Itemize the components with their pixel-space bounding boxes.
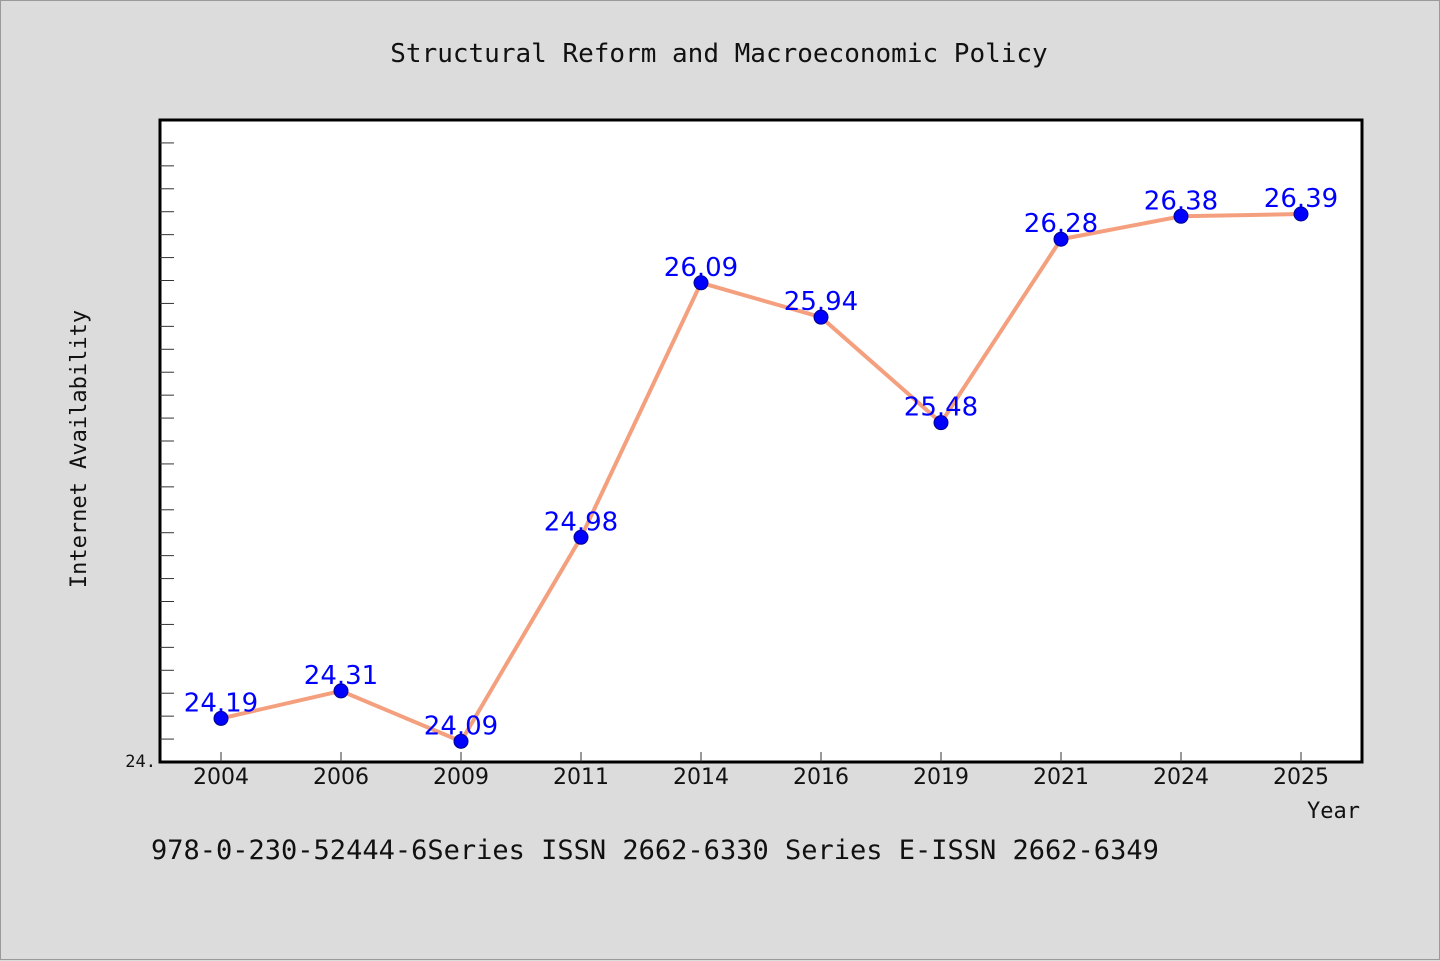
- y-axis-label: Internet Availability: [67, 310, 92, 588]
- x-tick-label: 2011: [553, 765, 609, 790]
- data-label: 24.31: [304, 661, 378, 691]
- plot-area: [158, 118, 1364, 764]
- x-tick-label: 2016: [793, 765, 849, 790]
- x-tick-label: 2006: [313, 765, 369, 790]
- data-point: [1293, 206, 1309, 222]
- x-tick-label: 2024: [1153, 765, 1209, 790]
- data-label: 24.19: [184, 688, 258, 718]
- data-point: [453, 733, 469, 749]
- data-point: [1053, 231, 1069, 247]
- x-axis-label: Year: [1307, 799, 1360, 824]
- data-label: 25.94: [784, 287, 858, 317]
- data-label: 24.98: [544, 507, 618, 537]
- data-point: [813, 309, 829, 325]
- x-axis-ticks: 2004 2006 2009 2011 2014 2016 2019 2021 2024 2025: [193, 752, 1329, 790]
- data-label: 26.38: [1144, 186, 1218, 216]
- data-point: [333, 683, 349, 699]
- x-tick-label: 2004: [193, 765, 249, 790]
- data-point: [693, 275, 709, 291]
- x-tick-label: 2021: [1033, 765, 1089, 790]
- data-point: [933, 415, 949, 431]
- data-labels: 24.19 24.31 24.09 24.98 26.09 25.94 25.48 26.28…: [184, 184, 1338, 741]
- data-label: 25.48: [904, 393, 978, 423]
- footer-isbn-issn: 978-0-230-52444-6Series ISSN 2662-6330 S…: [151, 835, 1159, 866]
- x-tick-label: 2025: [1273, 765, 1329, 790]
- data-label: 24.09: [424, 711, 498, 741]
- data-point: [213, 710, 229, 726]
- data-label: 26.39: [1264, 184, 1338, 214]
- data-label: 26.09: [664, 253, 738, 283]
- x-tick-label: 2009: [433, 765, 489, 790]
- x-tick-label: 2019: [913, 765, 969, 790]
- x-tick-label: 2014: [673, 765, 729, 790]
- y-tick-label: 24.: [125, 752, 156, 772]
- data-markers: [213, 206, 1309, 749]
- data-point: [573, 529, 589, 545]
- y-axis-ticks: [160, 142, 174, 740]
- data-label: 26.28: [1024, 209, 1098, 239]
- series-line: [220, 212, 1302, 744]
- series-line-group: [220, 212, 1302, 744]
- chart-title: Structural Reform and Macroeconomic Poli…: [390, 39, 1047, 69]
- data-point: [1173, 208, 1189, 224]
